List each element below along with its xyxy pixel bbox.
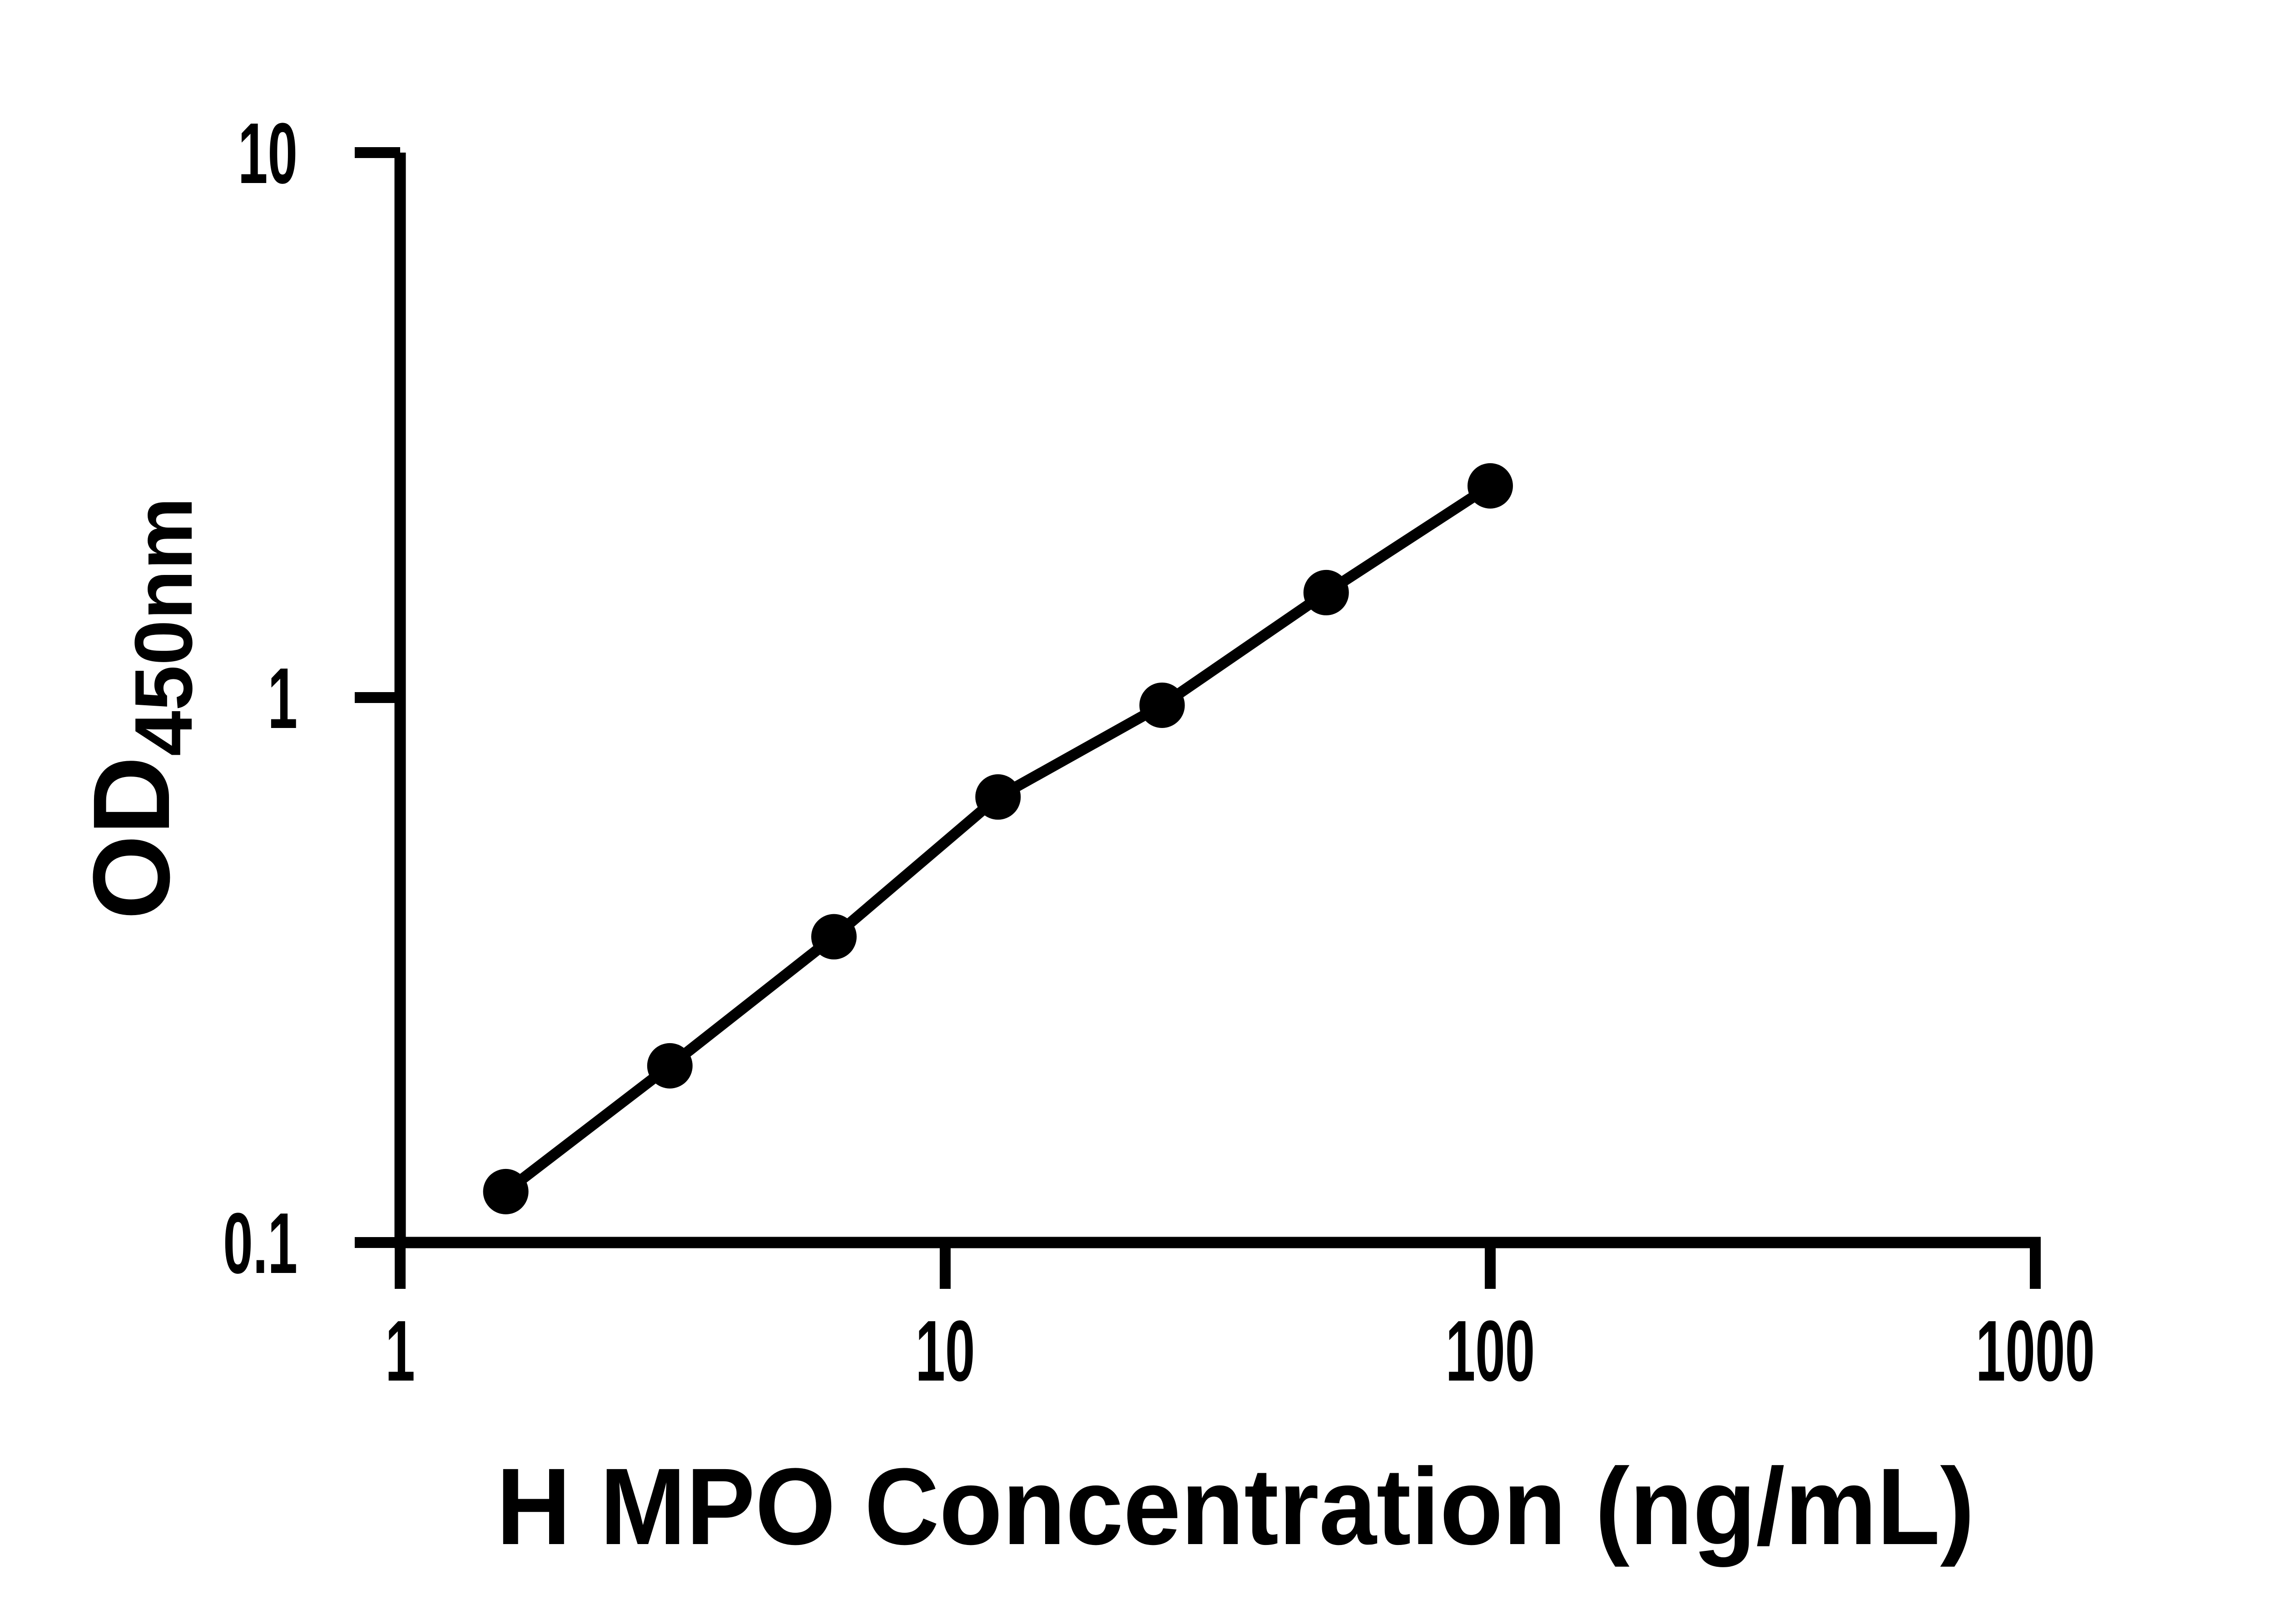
data-point-marker <box>1139 682 1185 728</box>
y-tick-label: 1 <box>268 650 298 747</box>
y-axis-title: OD450nm <box>70 497 209 920</box>
series-layer <box>483 463 1513 1214</box>
y-tick-label-group: 1 <box>268 650 298 747</box>
x-axis-title: H MPO Concentration (ng/mL) <box>496 1446 1975 1568</box>
x-tick-label-group: 100 <box>1446 1303 1535 1399</box>
x-tick-label-group: 10 <box>915 1303 975 1399</box>
x-tick-label: 1 <box>385 1303 415 1399</box>
data-point-marker <box>647 1043 693 1089</box>
x-tick-label: 10 <box>915 1303 975 1399</box>
y-tick-label-group: 10 <box>238 105 298 202</box>
data-point-marker <box>1303 569 1349 615</box>
x-tick-label-group: 1000 <box>1976 1303 2095 1399</box>
axes-layer <box>355 147 2041 1289</box>
x-tick-label: 1000 <box>1976 1303 2095 1399</box>
y-tick-label-group: 0.1 <box>223 1195 298 1292</box>
y-axis-title-group: OD450nm <box>70 497 209 920</box>
x-tick-label-group: 1 <box>385 1303 415 1399</box>
data-point-marker <box>483 1168 529 1214</box>
tick-label-layer: 0.1 1 10 1 10 100 1000 <box>223 105 2095 1399</box>
y-axis-title-main: OD <box>70 756 192 920</box>
y-tick-label: 10 <box>238 105 298 202</box>
data-point-marker <box>811 914 857 960</box>
data-point-marker <box>975 774 1021 820</box>
y-tick-label: 0.1 <box>223 1195 298 1292</box>
x-axis-title-group: H MPO Concentration (ng/mL) <box>496 1446 1975 1568</box>
data-point-marker <box>1468 463 1513 509</box>
y-axis-title-subscript: 450nm <box>118 497 209 756</box>
x-tick-label: 100 <box>1446 1303 1535 1399</box>
